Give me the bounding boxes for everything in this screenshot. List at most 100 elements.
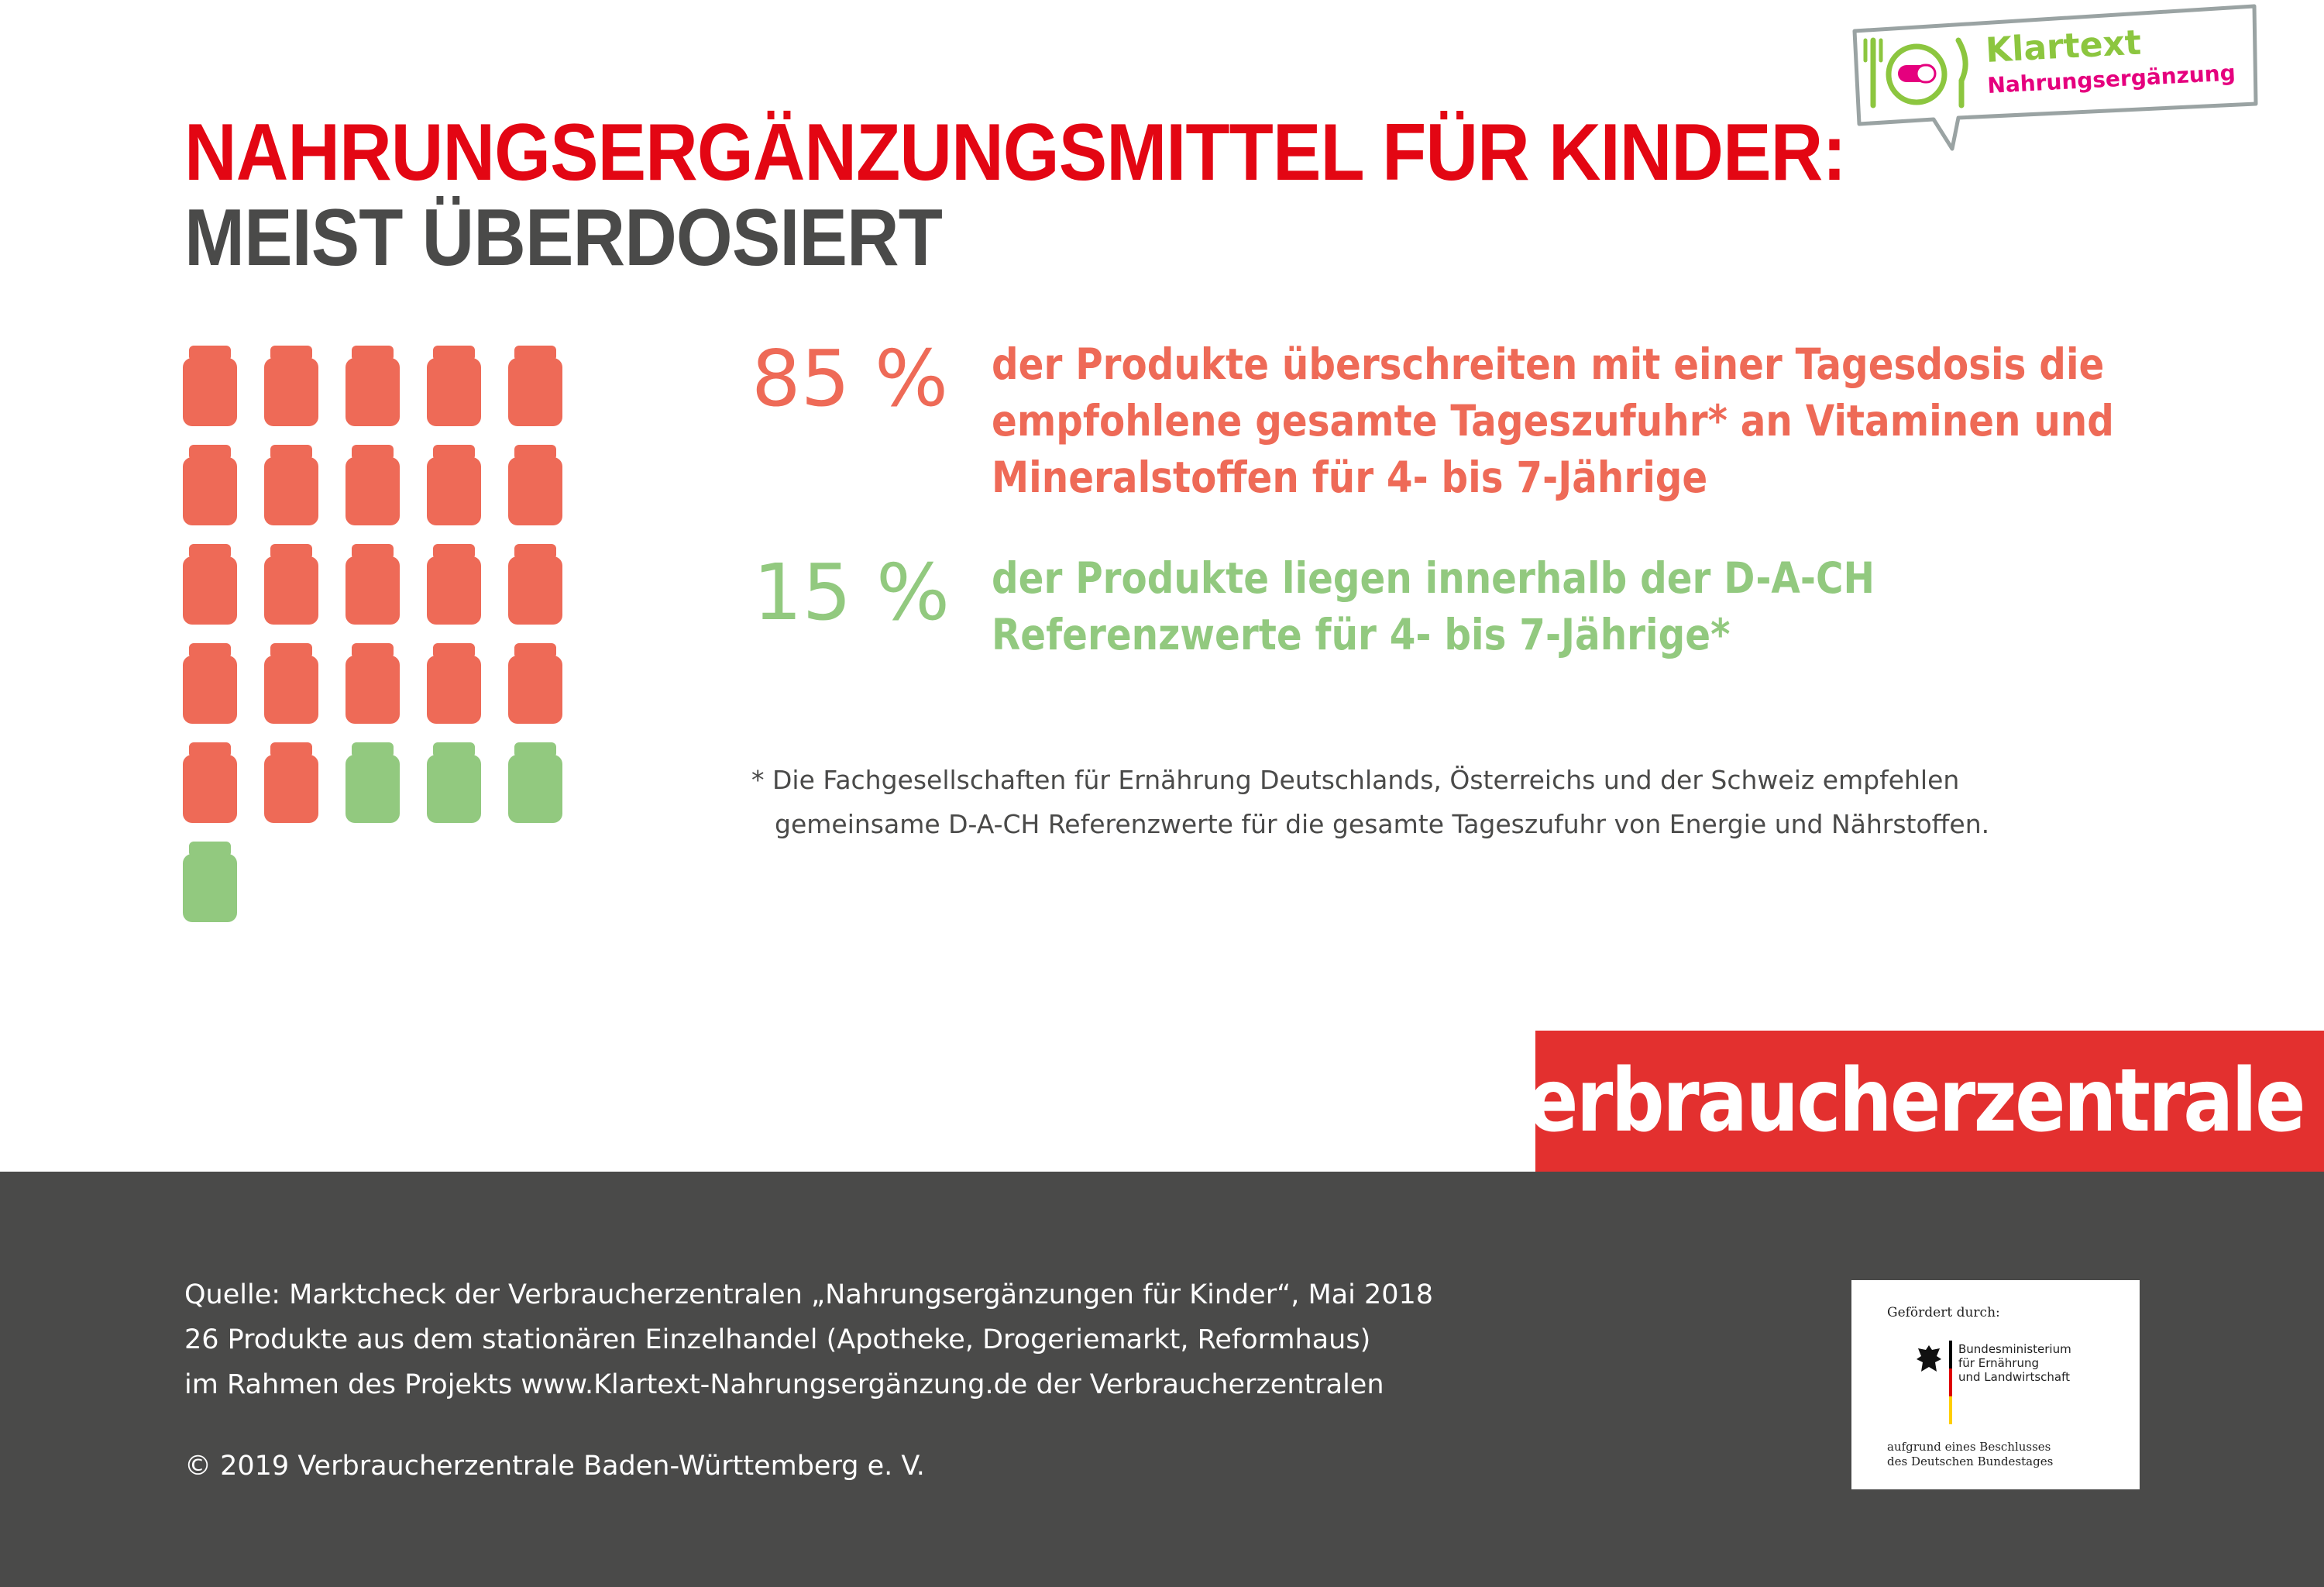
jar-body: [427, 656, 481, 724]
jar-body: [508, 358, 562, 426]
jar-body: [264, 656, 318, 724]
jar-icon: [183, 842, 237, 922]
jar-body: [427, 556, 481, 625]
jar-pictogram: [183, 346, 562, 922]
jar-lid: [270, 742, 312, 758]
source-line-2: 26 Produkte aus dem stationären Einzelha…: [184, 1324, 1371, 1355]
brand-banner: verbraucherzentrale: [1481, 1031, 2324, 1172]
funding-decision: aufgrund eines Beschlusses des Deutschen…: [1887, 1440, 2053, 1469]
jar-icon: [427, 445, 481, 525]
copyright: © 2019 Verbraucherzentrale Baden-Württem…: [184, 1451, 925, 1482]
footnote-line-1: * Die Fachgesellschaften für Ernährung D…: [751, 765, 1960, 795]
jar-icon: [508, 742, 562, 823]
jar-lid: [514, 742, 556, 758]
jar-icon: [183, 445, 237, 525]
stat-text-line: Referenzwerte für 4- bis 7-Jährige*: [992, 610, 1731, 659]
jar-body: [183, 358, 237, 426]
jar-icon: [346, 544, 400, 625]
jar-lid: [189, 643, 231, 659]
flag-bar-icon: [1949, 1341, 1952, 1424]
jar-lid: [189, 842, 231, 857]
jar-lid: [514, 445, 556, 460]
jar-body: [508, 755, 562, 823]
jar-body: [183, 755, 237, 823]
jar-icon: [508, 544, 562, 625]
jar-icon: [346, 742, 400, 823]
jar-lid: [433, 544, 475, 559]
jar-lid: [270, 346, 312, 361]
jar-icon: [264, 742, 318, 823]
stat-text-line: der Produkte liegen innerhalb der D-A-CH: [992, 553, 1875, 603]
source-line-3: im Rahmen des Projekts www.Klartext-Nahr…: [184, 1369, 1384, 1400]
jar-icon: [183, 643, 237, 724]
jar-lid: [514, 643, 556, 659]
stat-percent-within: 15 %: [753, 547, 951, 638]
jar-lid: [270, 544, 312, 559]
ministry-line: für Ernährung: [1958, 1356, 2040, 1370]
jar-lid: [433, 346, 475, 361]
jar-lid: [270, 445, 312, 460]
source-line-1: Quelle: Marktcheck der Verbraucherzentra…: [184, 1279, 1434, 1310]
jar-lid: [189, 742, 231, 758]
jar-icon: [508, 346, 562, 426]
jar-body: [508, 457, 562, 525]
jar-lid: [189, 544, 231, 559]
title-line-1: NAHRUNGSERGÄNZUNGSMITTEL FÜR KINDER:: [184, 108, 1847, 198]
stat-text-line: der Produkte überschreiten mit einer Tag…: [992, 339, 2105, 389]
jar-icon: [183, 742, 237, 823]
jar-body: [508, 556, 562, 625]
jar-icon: [427, 742, 481, 823]
jar-body: [183, 457, 237, 525]
klartext-badge: Klartext Nahrungsergänzung: [1852, 4, 2258, 151]
ministry-name: Bundesministerium für Ernährung und Land…: [1958, 1342, 2071, 1384]
jar-icon: [346, 643, 400, 724]
stat-text-within: der Produkte liegen innerhalb der D-A-CH…: [992, 550, 1875, 663]
jar-icon: [183, 346, 237, 426]
jar-icon: [183, 544, 237, 625]
brand-logo-text: verbraucherzentrale: [1481, 1051, 2306, 1152]
jar-lid: [352, 742, 394, 758]
jar-body: [183, 656, 237, 724]
jar-lid: [514, 346, 556, 361]
jar-body: [427, 358, 481, 426]
jar-lid: [189, 346, 231, 361]
stat-percent-over: 85 %: [751, 333, 949, 424]
stat-text-over: der Produkte überschreiten mit einer Tag…: [992, 336, 2114, 506]
jar-icon: [264, 346, 318, 426]
footer: Quelle: Marktcheck der Verbraucherzentra…: [0, 1172, 2324, 1587]
decision-line: des Deutschen Bundestages: [1887, 1454, 2054, 1468]
title-line-2: MEIST ÜBERDOSIERT: [184, 193, 943, 283]
funding-label: Gefördert durch:: [1887, 1305, 2000, 1320]
plate-icon: [1863, 37, 1968, 108]
jar-icon: [427, 544, 481, 625]
jar-lid: [352, 346, 394, 361]
federal-eagle-icon: [1917, 1345, 1941, 1372]
jar-lid: [433, 742, 475, 758]
jar-icon: [346, 346, 400, 426]
jar-body: [264, 755, 318, 823]
jar-icon: [264, 643, 318, 724]
jar-body: [346, 358, 400, 426]
jar-icon: [427, 346, 481, 426]
jar-body: [346, 457, 400, 525]
jar-lid: [352, 544, 394, 559]
funding-logo: Gefördert durch: Bundesministerium für E…: [1851, 1280, 2140, 1489]
jar-body: [346, 556, 400, 625]
jar-icon: [264, 445, 318, 525]
footnote: * Die Fachgesellschaften für Ernährung D…: [751, 758, 1989, 846]
footnote-line-2: gemeinsame D-A-CH Referenzwerte für die …: [775, 809, 1990, 839]
jar-body: [427, 457, 481, 525]
jar-body: [183, 854, 237, 922]
stat-text-line: Mineralstoffen für 4- bis 7-Jährige: [992, 453, 1708, 502]
source-block: Quelle: Marktcheck der Verbraucherzentra…: [184, 1272, 1433, 1407]
jar-body: [427, 755, 481, 823]
badge-line-1: Klartext: [1985, 23, 2142, 71]
jar-lid: [352, 643, 394, 659]
jar-body: [183, 556, 237, 625]
jar-lid: [433, 445, 475, 460]
jar-icon: [346, 445, 400, 525]
jar-lid: [433, 643, 475, 659]
decision-line: aufgrund eines Beschlusses: [1887, 1440, 2051, 1454]
jar-body: [264, 358, 318, 426]
jar-icon: [508, 445, 562, 525]
